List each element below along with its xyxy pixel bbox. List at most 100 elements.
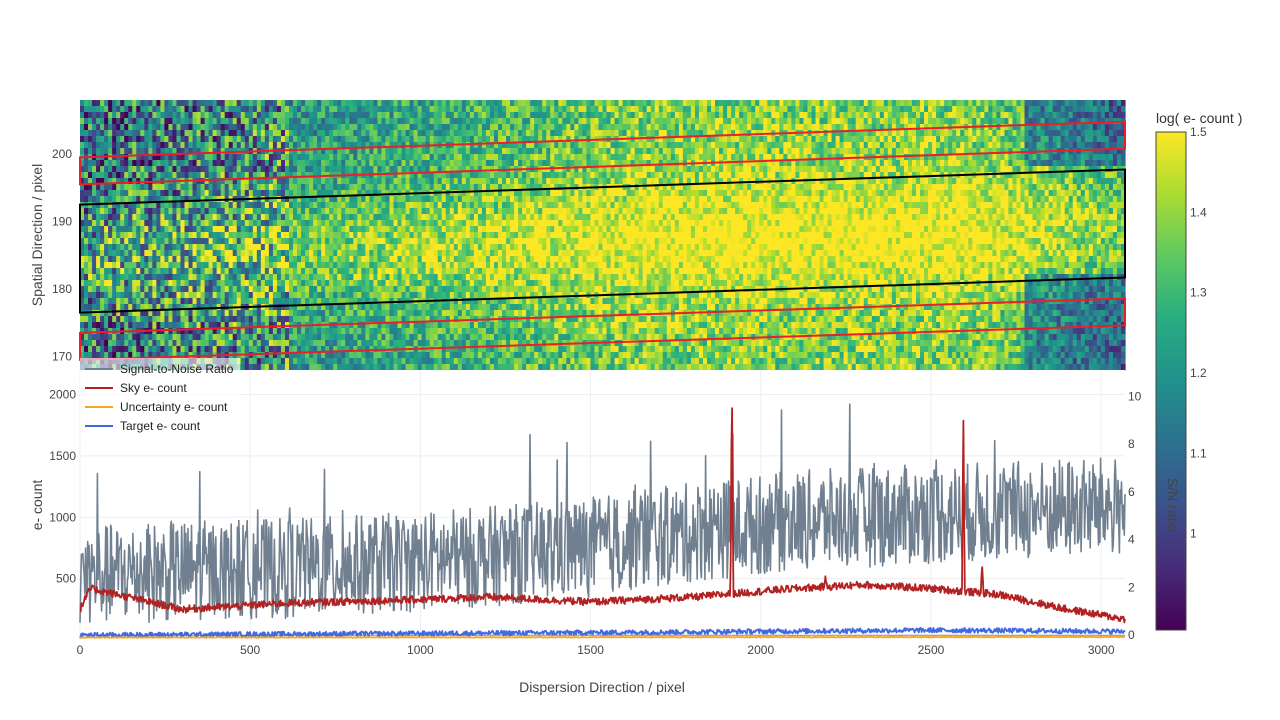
heatmap-cell	[280, 232, 286, 239]
heatmap-cell	[80, 232, 85, 239]
heatmap-cell	[140, 268, 145, 275]
heatmap-cell	[128, 286, 133, 293]
heatmap-cell	[437, 214, 443, 221]
heatmap-cell	[156, 310, 161, 317]
heatmap-cell	[477, 322, 483, 329]
heatmap-cell	[236, 154, 242, 161]
heatmap-cell	[176, 184, 182, 191]
heatmap-cell	[449, 334, 455, 341]
heatmap-cell	[518, 364, 523, 371]
heatmap-cell	[477, 220, 483, 227]
heatmap-cell	[200, 226, 206, 233]
heatmap-cell	[353, 214, 358, 221]
heatmap-cell	[88, 262, 93, 269]
heatmap-cell	[449, 226, 455, 233]
heatmap-cell	[289, 214, 294, 221]
heatmap-cell	[498, 304, 503, 311]
heatmap-cell	[264, 100, 270, 107]
heatmap-cell	[353, 184, 358, 191]
heatmap-cell	[216, 286, 222, 293]
heatmap-cell	[337, 274, 342, 281]
heatmap-cell	[216, 124, 222, 131]
heatmap-cell	[236, 136, 242, 143]
heatmap-cell	[108, 256, 113, 263]
heatmap-cell	[252, 346, 258, 353]
heatmap-cell	[365, 334, 370, 341]
heatmap-cell	[152, 172, 157, 179]
heatmap-cell	[176, 316, 182, 323]
heatmap-cell	[297, 298, 302, 305]
heatmap-cell	[493, 328, 499, 335]
heatmap-cell	[469, 130, 475, 137]
heatmap-cell	[481, 346, 487, 353]
heatmap-cell	[522, 364, 527, 371]
heatmap-cell	[184, 292, 190, 299]
heatmap-cell	[244, 262, 250, 269]
heatmap-cell	[333, 268, 338, 275]
heatmap-cell	[120, 178, 125, 185]
heatmap-cell	[373, 100, 379, 107]
heatmap-cell	[453, 112, 459, 119]
heatmap-cell	[284, 118, 290, 125]
heatmap-cell	[345, 238, 350, 245]
heatmap-cell	[88, 244, 93, 251]
heatmap-cell	[108, 226, 113, 233]
heatmap-cell	[80, 166, 85, 173]
heatmap-cell	[413, 202, 419, 209]
heatmap-cell	[449, 148, 455, 155]
heatmap-cell	[469, 268, 475, 275]
heatmap-cell	[449, 244, 455, 251]
heatmap-cell	[212, 250, 218, 257]
heatmap-cell	[405, 304, 411, 311]
heatmap-cell	[216, 232, 222, 239]
heatmap-cell	[333, 328, 338, 335]
heatmap-cell	[345, 292, 350, 299]
heatmap-cell	[313, 178, 318, 185]
heatmap-cell	[493, 334, 499, 341]
heatmap-cell	[293, 208, 298, 215]
heatmap-cell	[188, 268, 194, 275]
heatmap-cell	[116, 124, 121, 131]
heatmap-cell	[136, 346, 141, 353]
heatmap-cell	[180, 130, 186, 137]
heatmap-cell	[361, 274, 366, 281]
heatmap-cell	[289, 250, 294, 257]
heatmap-cell	[192, 148, 198, 155]
heatmap-cell	[124, 292, 129, 299]
heatmap-cell	[502, 328, 507, 335]
heatmap-cell	[184, 286, 190, 293]
heatmap-cell	[128, 220, 133, 227]
heatmap-cell	[510, 340, 515, 347]
heatmap-cell	[385, 154, 391, 161]
heatmap-cell	[357, 148, 362, 155]
heatmap-cell	[401, 304, 407, 311]
heatmap-cell	[369, 364, 374, 371]
heatmap-cell	[220, 148, 226, 155]
heatmap-cell	[373, 292, 379, 299]
heatmap-cell	[313, 274, 318, 281]
heatmap-cell	[168, 148, 174, 155]
heatmap-cell	[184, 202, 190, 209]
heatmap-cell	[180, 340, 186, 347]
heatmap-cell	[481, 310, 487, 317]
heatmap-cell	[477, 160, 483, 167]
heatmap-cell	[361, 352, 366, 359]
heatmap-cell	[514, 256, 519, 263]
heatmap-cell	[264, 340, 270, 347]
heatmap-cell	[208, 322, 214, 329]
heatmap-cell	[148, 268, 153, 275]
heatmap-cell	[132, 268, 137, 275]
heatmap-cell	[337, 142, 342, 149]
heatmap-cell	[405, 226, 411, 233]
heatmap-cell	[212, 148, 218, 155]
heatmap-cell	[301, 208, 306, 215]
heatmap-cell	[120, 100, 125, 107]
heatmap-cell	[377, 202, 383, 209]
heatmap-cell	[421, 232, 427, 239]
heatmap-cell	[309, 142, 314, 149]
heatmap-cell	[268, 220, 274, 227]
heatmap-cell	[148, 238, 153, 245]
heatmap-cell	[321, 214, 326, 221]
heatmap-cell	[272, 190, 278, 197]
heatmap-cell	[313, 328, 318, 335]
